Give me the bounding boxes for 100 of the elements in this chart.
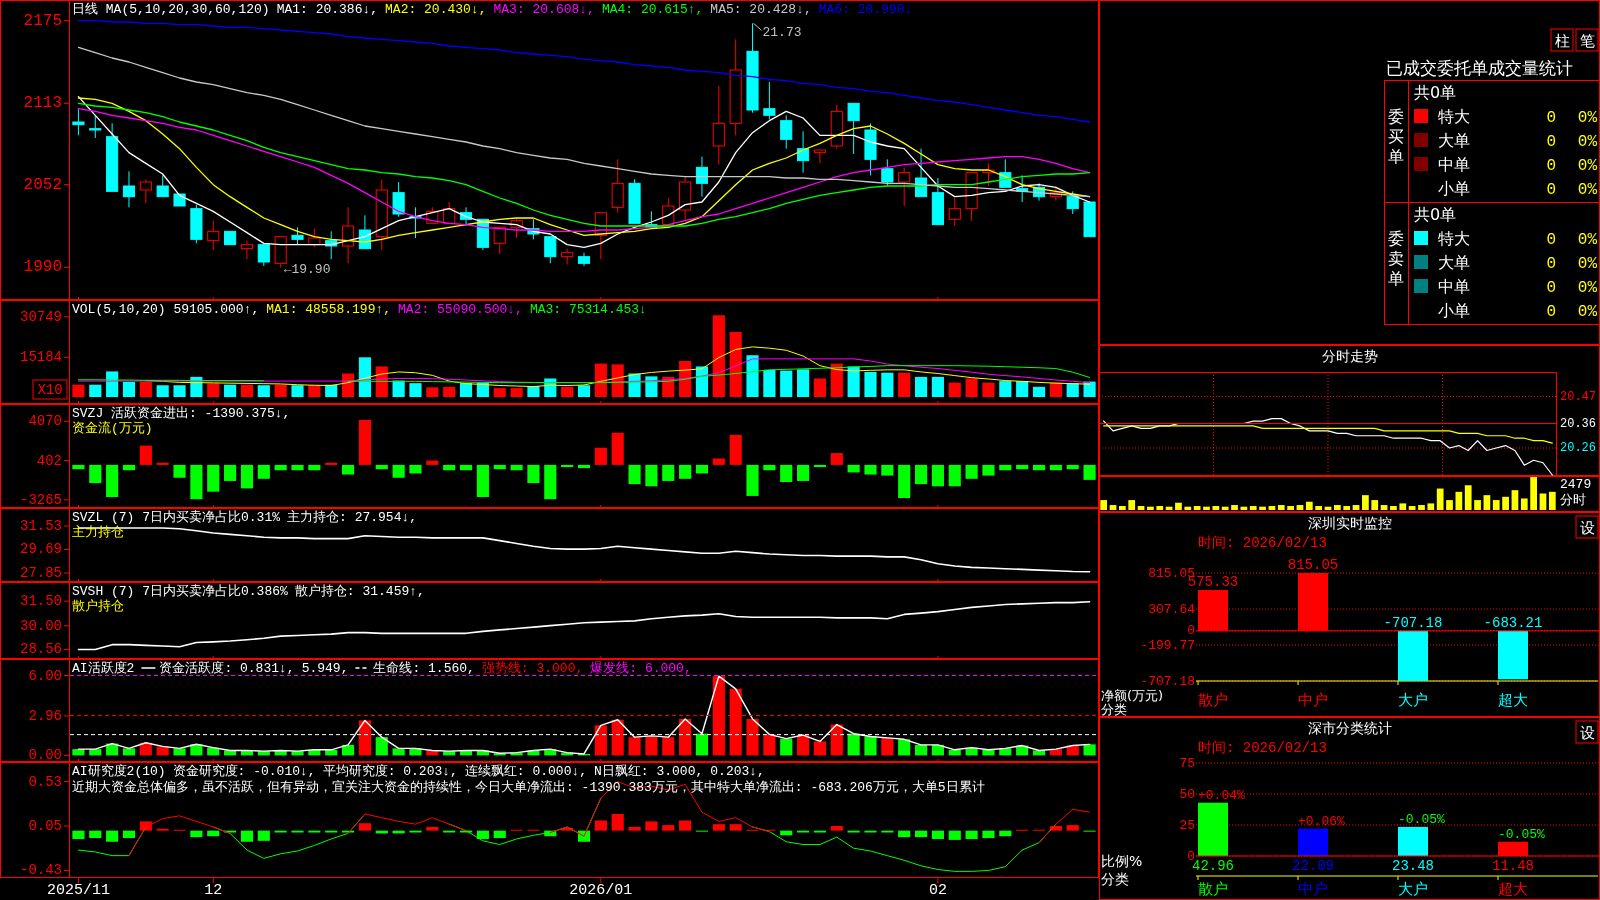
text: 资金流(万元): [72, 420, 153, 436]
chart-title: 分时走势: [1321, 348, 1378, 364]
chart-title: 深圳实时监控: [1307, 515, 1392, 531]
text: 笔: [1579, 32, 1595, 50]
text: MA2: 55090.500↓,: [398, 302, 523, 317]
x-tick-label: 大户: [1398, 691, 1428, 709]
text: 共0单: [1414, 205, 1457, 224]
text: MA4: 20.615↑,: [601, 2, 704, 17]
y-tick-label: -0.43: [19, 862, 62, 879]
annotation: 0.203↓,: [710, 764, 765, 779]
y-tick-label: 0.53: [28, 773, 62, 790]
annotation: -0.05%: [1498, 826, 1546, 842]
data-label: -707.18: [1383, 614, 1443, 631]
category-label: 小单: [1438, 179, 1470, 198]
y-tick-label: 30.00: [19, 617, 62, 634]
x-tick-label: 12: [204, 882, 223, 899]
chart-title: AI活跃度2: [72, 660, 135, 676]
y-tick-label: 31.50: [19, 593, 62, 610]
x-tick-label: 中户: [1298, 880, 1328, 898]
text: 设: [1579, 724, 1595, 742]
chart-title: SVZJ 活跃资金进出: -1390.375↓,: [72, 406, 291, 421]
legend-label: 委买单: [1388, 107, 1404, 166]
y-tick-label: 2175: [23, 11, 62, 30]
y-tick-label: -3265: [19, 491, 62, 508]
data-label: 0%: [1577, 231, 1598, 249]
data-label: 0: [1546, 181, 1556, 199]
category-label: 小单: [1438, 301, 1470, 320]
y-tick-label: 28.56: [19, 641, 62, 658]
y-tick-label: 25: [1179, 817, 1195, 833]
x-axis-title: 分类: [1101, 702, 1127, 717]
data-label: 0%: [1577, 279, 1598, 297]
y-tick-label: 0.05: [28, 818, 62, 835]
annotation: 21.73: [762, 25, 802, 41]
y-tick-label: -199.77: [1140, 637, 1195, 653]
text: 设: [1579, 519, 1595, 537]
category-label: 中单: [1438, 155, 1470, 174]
x-axis-title: 分类: [1101, 871, 1129, 887]
legend-label: 委卖单: [1388, 229, 1404, 288]
text: MA1: 48558.199↑,: [266, 302, 392, 317]
x-tick-label: 散户: [1198, 691, 1228, 709]
y-tick-label: 402: [36, 452, 62, 469]
data-label: 11.48: [1491, 858, 1535, 874]
y-tick-label: 2113: [23, 94, 62, 113]
annotation: -0.05%: [1398, 811, 1446, 827]
text: 散户持仓: 31.459↑,: [294, 584, 425, 599]
chart-subtitle: 时间: 2026/02/13: [1198, 535, 1327, 551]
annotation: 平均研究度: 0.203↓,: [322, 763, 458, 779]
annotation: 连续飘红: 0.000↓,: [464, 764, 588, 779]
y-tick-label: 6.00: [28, 667, 62, 684]
category-label: 特大: [1438, 229, 1470, 248]
y-tick-label: 20.26: [1560, 441, 1597, 456]
data-label: 0: [1546, 231, 1556, 249]
y-tick-label: -707.18: [1140, 673, 1195, 689]
chart-title: AI研究度2(10): [72, 763, 166, 779]
text: 已成交委托单成交量统计: [1386, 58, 1573, 78]
x-tick-label: 散户: [1198, 880, 1228, 898]
y-tick-label: 29.69: [19, 541, 62, 558]
y-tick-label: 2052: [23, 175, 62, 194]
data-label: 23.48: [1391, 858, 1435, 874]
y-tick-label: 31.53: [19, 517, 62, 534]
text: 柱: [1554, 32, 1570, 50]
series-label: 主力持仓: 27.954↓,: [287, 509, 418, 525]
text: MA1: 20.386↓,: [276, 2, 379, 17]
data-label: 0%: [1577, 255, 1598, 273]
data-label: 815.05: [1287, 557, 1339, 573]
y-tick-label: 307.64: [1148, 601, 1196, 617]
data-label: 0: [1546, 303, 1556, 321]
data-label: -683.21: [1483, 614, 1543, 631]
category-label: 大单: [1438, 253, 1470, 272]
text: 2479: [1560, 477, 1592, 492]
data-label: 0%: [1577, 303, 1598, 321]
category-label: 大单: [1438, 131, 1470, 150]
ref-line-label: 爆发线: 6.000,: [590, 661, 692, 676]
y-axis-title: 比例%: [1101, 853, 1143, 869]
y-tick-label: 0.00: [28, 747, 62, 764]
text: 分时: [1560, 493, 1586, 508]
y-tick-label: 1990: [23, 258, 62, 277]
y-tick-label: 75: [1179, 755, 1195, 771]
y-tick-label: 2.96: [28, 707, 62, 724]
text: 主力持仓: [72, 524, 124, 540]
y-tick-label: 20.36: [1560, 416, 1597, 431]
y-axis-title: 净额(万元): [1101, 688, 1164, 703]
y-tick-label: 50: [1179, 786, 1195, 802]
y-tick-label: 27.85: [19, 564, 62, 581]
category-label: 特大: [1438, 107, 1470, 126]
y-axis-title: X10: [37, 382, 63, 398]
chart-title: SVZL (7) 7日内买卖净占比0.31%: [72, 510, 281, 525]
data-label: 22.09: [1291, 858, 1335, 874]
data-label: 0: [1546, 157, 1556, 175]
x-tick-label: 超大: [1498, 880, 1528, 898]
data-label: 0: [1546, 109, 1556, 127]
text: MA3: 20.608↓,: [493, 2, 595, 17]
annotation: 资金研究度: -0.010↓,: [172, 763, 316, 779]
category-label: 中单: [1438, 277, 1470, 296]
data-label: 0: [1546, 255, 1556, 273]
text: 散户持仓: [72, 599, 124, 614]
ref-line-label: 强势线: 3.000,: [481, 661, 584, 676]
data-label: 0: [1546, 133, 1556, 151]
annotation: ←19.90: [283, 262, 331, 278]
legend-label: 资金活跃度: 0.831↓,: [159, 660, 295, 676]
